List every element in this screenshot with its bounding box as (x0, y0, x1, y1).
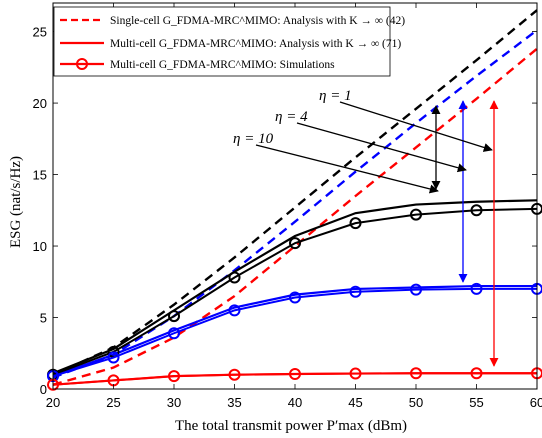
simulation-point-eta-1 (228, 368, 241, 381)
x-tick-label: 45 (348, 395, 362, 410)
simulation-point-eta-10 (349, 217, 362, 230)
legend-label-multi-cell: Multi-cell G_FDMA-MRC^MIMO: Analysis wit… (110, 38, 401, 50)
simulation-point-eta-1 (168, 370, 180, 383)
simulation-point-eta-4 (349, 285, 362, 298)
simulation-point-eta-4 (410, 283, 422, 296)
legend: Single-cell G_FDMA-MRC^MIMO: Analysis wi… (53, 6, 405, 77)
simulation-point-eta-4 (470, 282, 483, 295)
simulation-point-eta-1 (289, 367, 301, 380)
simulation-point-eta-1 (410, 367, 422, 380)
y-tick-label: 20 (33, 96, 47, 111)
annotation-eta-10: η = 10 (233, 131, 274, 147)
annotation-eta-1: η = 1 (319, 88, 352, 104)
x-tick-label: 55 (469, 395, 483, 410)
y-axis-label: ESG (nat/s/Hz) (8, 156, 24, 248)
y-tick-label: 15 (33, 168, 47, 183)
legend-marker-simulation (76, 58, 88, 70)
annotation-eta-4: η = 4 (275, 109, 308, 125)
series-simulation-eta-1 (52, 372, 537, 386)
x-tick-label: 60 (530, 395, 542, 410)
plot-area (47, 9, 542, 391)
x-tick-label: 50 (409, 395, 423, 410)
annotation-arrows (255, 100, 499, 367)
series-simulation-eta-10 (52, 207, 538, 376)
simulation-point-eta-1 (349, 367, 362, 380)
series-single-cell-eta-4 (52, 29, 538, 379)
simulation-point-eta-10 (289, 237, 301, 250)
series-single-cell-eta-1 (52, 47, 538, 386)
simulation-point-eta-10 (470, 204, 483, 217)
legend-label-simulation: Multi-cell G_FDMA-MRC^MIMO: Simulations (110, 59, 335, 71)
legend-label-single-cell: Single-cell G_FDMA-MRC^MIMO: Analysis wi… (110, 15, 405, 27)
simulation-point-eta-10 (410, 208, 422, 221)
simulation-point-eta-4 (228, 304, 241, 317)
axis-ticks: 20 25 30 35 40 45 50 55 60 0 5 10 15 20 25 (33, 3, 542, 410)
simulation-point-eta-4 (289, 291, 301, 304)
series-single-cell-eta-10 (52, 9, 538, 376)
y-tick-label: 10 (33, 239, 47, 254)
x-tick-label: 40 (288, 395, 302, 410)
y-tick-label: 0 (40, 382, 47, 397)
x-axis-label: The total transmit power P′max (dBm) (175, 418, 407, 434)
series-multi-cell-eta-4 (52, 284, 537, 378)
series-simulation-eta-4 (52, 287, 537, 378)
simulation-point-eta-4 (107, 351, 120, 364)
simulation-point-eta-10 (228, 271, 241, 284)
simulation-point-eta-1 (470, 367, 483, 380)
series-multi-cell-eta-10 (52, 199, 538, 375)
simulation-point-eta-4 (168, 327, 180, 340)
y-tick-label: 25 (33, 25, 47, 40)
x-tick-label: 20 (46, 395, 60, 410)
x-tick-label: 35 (227, 395, 241, 410)
y-tick-label: 5 (40, 311, 47, 326)
x-tick-label: 25 (106, 395, 120, 410)
simulation-point-eta-10 (168, 310, 180, 323)
pointer-eta-1 (339, 101, 493, 152)
x-tick-label: 30 (167, 395, 181, 410)
pointer-eta-10 (255, 144, 439, 194)
pointer-eta-4 (296, 122, 467, 173)
